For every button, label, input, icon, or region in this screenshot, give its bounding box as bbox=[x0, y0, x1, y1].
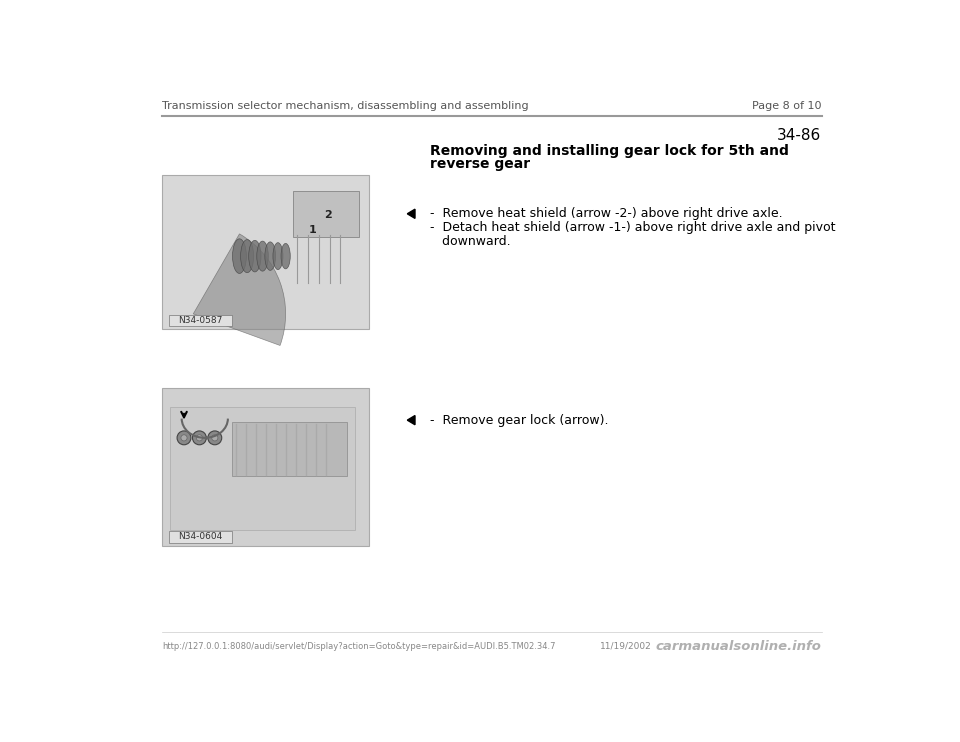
Text: 34-86: 34-86 bbox=[778, 128, 822, 142]
Text: carmanualsonline.info: carmanualsonline.info bbox=[656, 640, 822, 654]
Text: Page 8 of 10: Page 8 of 10 bbox=[752, 101, 822, 111]
Circle shape bbox=[212, 435, 218, 441]
Circle shape bbox=[177, 431, 191, 444]
Bar bbox=[294, 191, 359, 237]
Text: reverse gear: reverse gear bbox=[430, 157, 531, 171]
Circle shape bbox=[208, 431, 222, 444]
Bar bbox=[162, 175, 369, 329]
Text: N34-0587: N34-0587 bbox=[178, 316, 223, 325]
Text: N34-0604: N34-0604 bbox=[178, 532, 223, 542]
Ellipse shape bbox=[241, 240, 253, 272]
Polygon shape bbox=[407, 416, 415, 424]
Text: 2: 2 bbox=[324, 210, 332, 220]
Ellipse shape bbox=[265, 242, 276, 270]
Text: -  Detach heat shield (arrow -1-) above right drive axle and pivot: - Detach heat shield (arrow -1-) above r… bbox=[430, 220, 836, 234]
Text: Transmission selector mechanism, disassembling and assembling: Transmission selector mechanism, disasse… bbox=[162, 101, 529, 111]
Bar bbox=[170, 407, 355, 531]
Text: -  Remove heat shield (arrow -2-) above right drive axle.: - Remove heat shield (arrow -2-) above r… bbox=[430, 207, 783, 220]
Text: -  Remove gear lock (arrow).: - Remove gear lock (arrow). bbox=[430, 414, 609, 427]
Wedge shape bbox=[193, 234, 286, 346]
Circle shape bbox=[192, 431, 206, 444]
Ellipse shape bbox=[273, 243, 283, 269]
Text: Removing and installing gear lock for 5th and: Removing and installing gear lock for 5t… bbox=[430, 145, 789, 159]
Text: http://127.0.0.1:8080/audi/servlet/Display?action=Goto&type=repair&id=AUDI.B5.TM: http://127.0.0.1:8080/audi/servlet/Displ… bbox=[162, 642, 556, 651]
Bar bbox=[231, 422, 348, 476]
Ellipse shape bbox=[249, 240, 261, 272]
Circle shape bbox=[196, 435, 203, 441]
Ellipse shape bbox=[232, 239, 247, 274]
Bar bbox=[162, 388, 369, 545]
Polygon shape bbox=[407, 209, 415, 218]
Text: 11/19/2002: 11/19/2002 bbox=[600, 642, 652, 651]
Text: downward.: downward. bbox=[430, 234, 511, 248]
Circle shape bbox=[180, 435, 187, 441]
Bar bbox=[169, 531, 231, 542]
Ellipse shape bbox=[256, 241, 268, 271]
Text: 1: 1 bbox=[309, 225, 317, 235]
Bar bbox=[169, 315, 231, 326]
Ellipse shape bbox=[281, 243, 290, 269]
